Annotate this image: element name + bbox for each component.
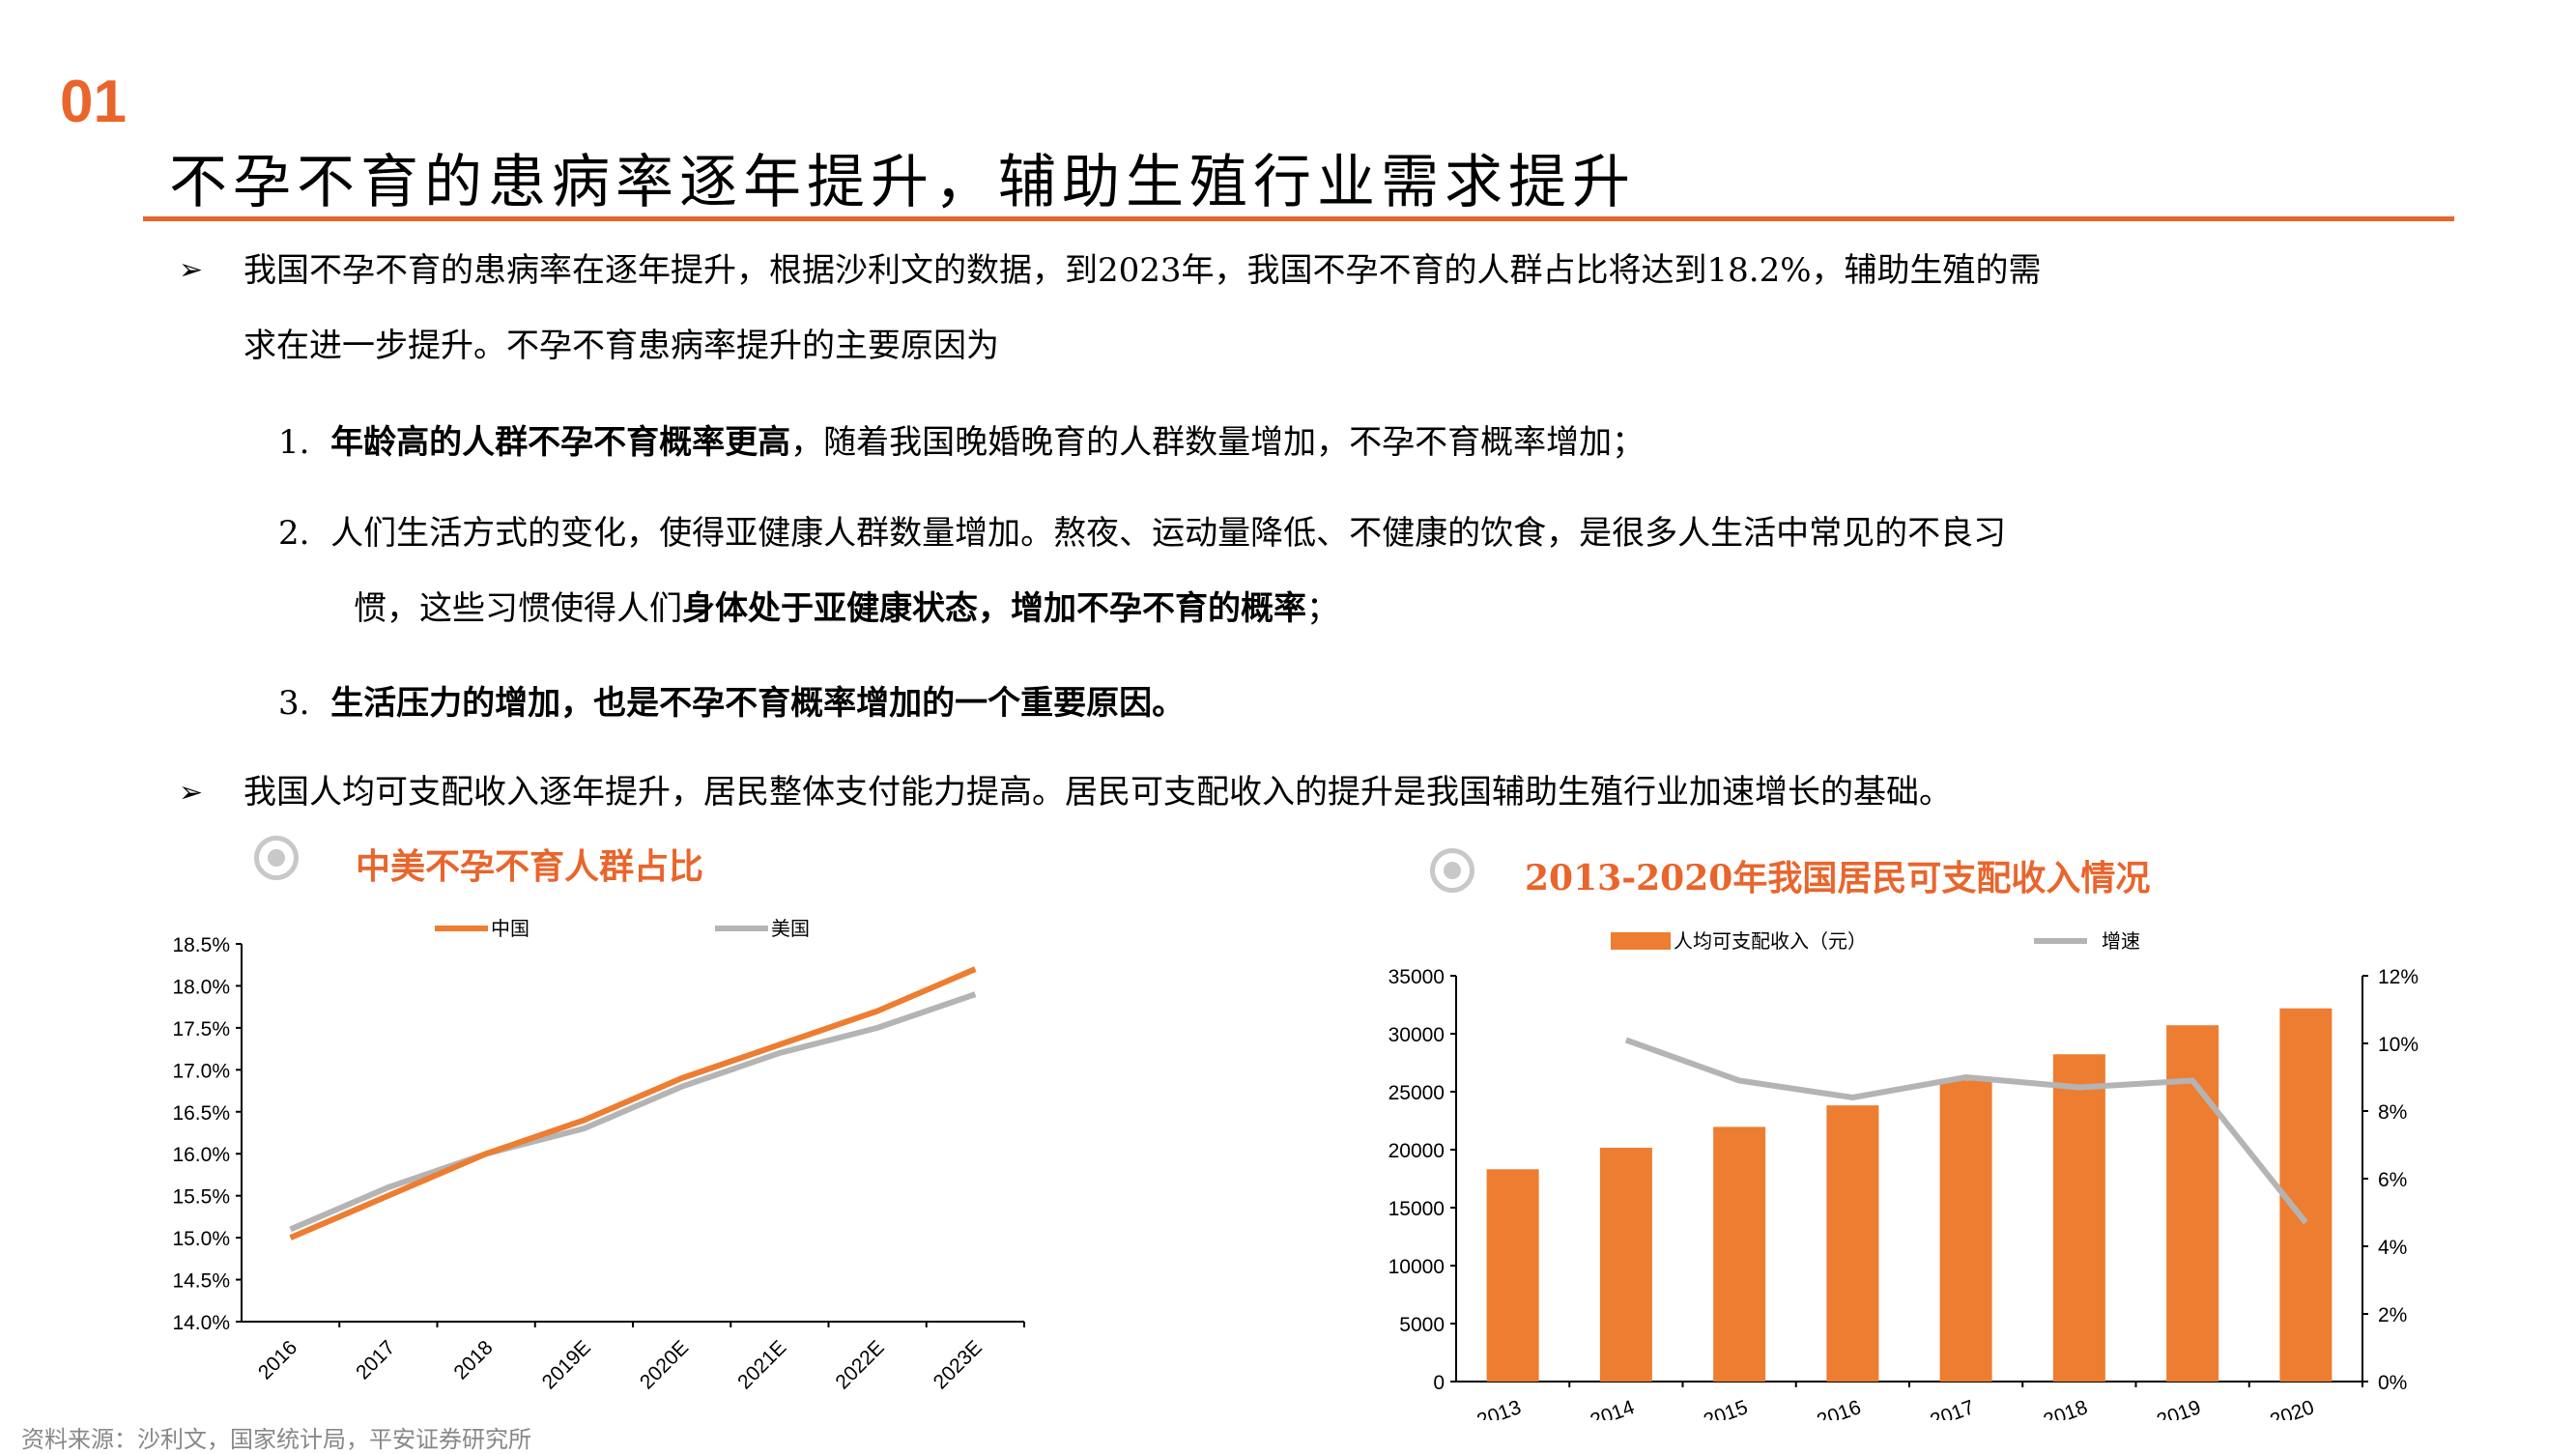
chart-2-title: 2013-2020年我国居民可支配收入情况	[1525, 858, 2151, 898]
svg-text:14.0%: 14.0%	[172, 1312, 230, 1334]
svg-text:16.0%: 16.0%	[172, 1144, 230, 1166]
svg-text:15000: 15000	[1388, 1198, 1445, 1220]
svg-text:2015: 2015	[1701, 1396, 1751, 1420]
svg-text:15.5%: 15.5%	[172, 1186, 230, 1209]
svg-text:美国: 美国	[771, 918, 810, 940]
svg-text:2014: 2014	[1588, 1396, 1638, 1420]
svg-text:17.0%: 17.0%	[172, 1060, 230, 1082]
svg-text:16.5%: 16.5%	[172, 1102, 230, 1125]
svg-text:12%: 12%	[2378, 966, 2419, 988]
svg-text:2019: 2019	[2154, 1396, 2204, 1420]
svg-text:0%: 0%	[2378, 1372, 2407, 1394]
chart-1-title: 中美不孕不育人群占比	[356, 846, 704, 887]
svg-text:人均可支配收入（元）: 人均可支配收入（元）	[1674, 930, 1867, 953]
bullet-1-line-2: 求在进一步提升。不孕不育患病率提升的主要原因为	[243, 327, 999, 365]
svg-text:2016: 2016	[1814, 1396, 1864, 1420]
svg-text:35000: 35000	[1388, 966, 1445, 988]
arrow-bullet-icon: ➢	[179, 776, 204, 810]
svg-text:2017: 2017	[1928, 1396, 1978, 1420]
svg-text:2022E: 2022E	[831, 1336, 888, 1393]
svg-text:6%: 6%	[2378, 1169, 2407, 1191]
reason-2-line-2: 惯，这些习惯使得人们身体处于亚健康状态，增加不孕不育的概率；	[354, 589, 1339, 628]
svg-text:14.5%: 14.5%	[172, 1270, 230, 1293]
bar-line-chart-income: 0 5000 10000 15000 20000 25000 30000 35000 0% 2% 4…	[1388, 930, 2419, 1420]
title-divider	[143, 216, 2454, 221]
svg-text:8%: 8%	[2378, 1101, 2407, 1124]
reason-2-line-1: 2. 人们生活方式的变化，使得亚健康人群数量增加。熬夜、运动量降低、不健康的饮食…	[278, 514, 2007, 553]
bullet-2: 我国人均可支配收入逐年提升，居民整体支付能力提高。居民可支配收入的提升是我国辅助…	[243, 773, 1952, 812]
svg-text:2018: 2018	[449, 1336, 497, 1383]
svg-text:2013: 2013	[1474, 1396, 1525, 1420]
svg-text:20000: 20000	[1388, 1140, 1445, 1162]
svg-text:2023E: 2023E	[930, 1336, 987, 1393]
svg-text:5000: 5000	[1399, 1314, 1445, 1336]
arrow-bullet-icon: ➢	[179, 253, 204, 287]
svg-text:2020: 2020	[2267, 1396, 2317, 1420]
svg-text:2021E: 2021E	[733, 1336, 790, 1393]
svg-text:2018: 2018	[2041, 1396, 2091, 1420]
reason-3: 3. 生活压力的增加，也是不孕不育概率增加的一个重要原因。	[278, 684, 1186, 723]
page-title: 不孕不育的患病率逐年提升，辅助生殖行业需求提升	[169, 149, 1636, 216]
svg-text:2016: 2016	[254, 1336, 301, 1383]
svg-text:15.0%: 15.0%	[172, 1228, 230, 1250]
svg-text:10000: 10000	[1388, 1256, 1445, 1278]
svg-text:25000: 25000	[1388, 1082, 1445, 1104]
svg-text:4%: 4%	[2378, 1237, 2407, 1259]
svg-text:中国: 中国	[491, 918, 530, 940]
line-chart-infertility: 14.0% 14.5% 15.0% 15.5% 16.0% 16.5% 17.0% 17.5%…	[172, 918, 1025, 1393]
svg-text:2017: 2017	[352, 1336, 399, 1383]
reason-1: 1. 年龄高的人群不孕不育概率更高，随着我国晚婚晚育的人群数量增加，不孕不育概率…	[278, 423, 1646, 462]
svg-text:2%: 2%	[2378, 1304, 2407, 1326]
svg-text:18.5%: 18.5%	[172, 934, 230, 956]
svg-text:增速: 增速	[2102, 930, 2140, 953]
section-number: 01	[60, 69, 127, 135]
svg-text:0: 0	[1433, 1372, 1445, 1394]
svg-text:2019E: 2019E	[538, 1336, 595, 1393]
bullet-1-line-1: 我国不孕不育的患病率在逐年提升，根据沙利文的数据，到2023年，我国不孕不育的人…	[243, 251, 2042, 290]
svg-text:2020E: 2020E	[636, 1336, 693, 1393]
source-note: 资料来源：沙利文，国家统计局，平安证券研究所	[21, 1426, 531, 1453]
svg-text:18.0%: 18.0%	[172, 976, 230, 998]
svg-text:17.5%: 17.5%	[172, 1018, 230, 1041]
radio-icon	[254, 836, 299, 880]
svg-text:30000: 30000	[1388, 1024, 1445, 1046]
radio-icon	[1430, 848, 1474, 893]
svg-text:10%: 10%	[2378, 1034, 2419, 1056]
